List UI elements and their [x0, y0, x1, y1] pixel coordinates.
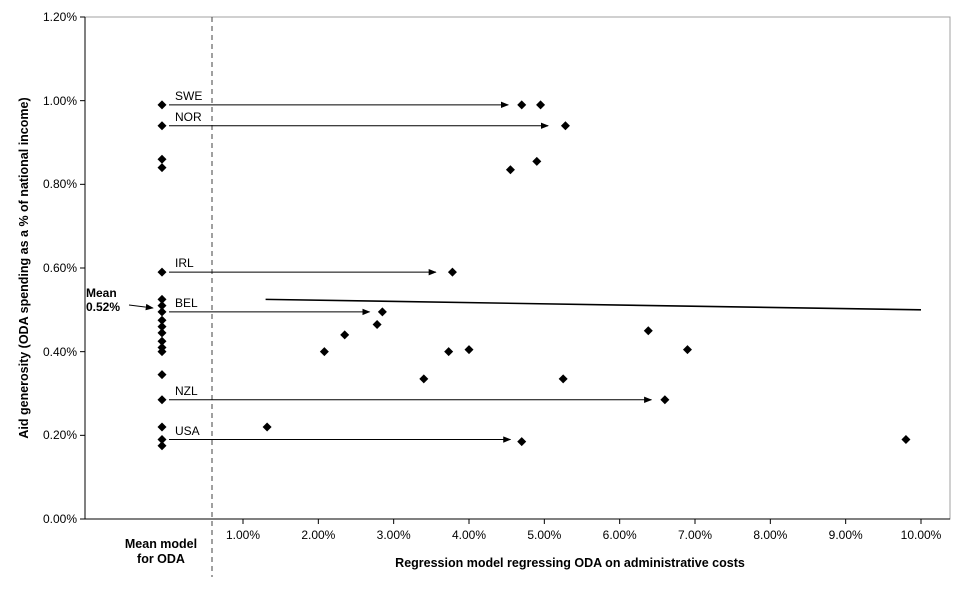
regression-point: [558, 374, 568, 384]
regression-point: [444, 347, 454, 357]
mean-model-point: [157, 435, 167, 445]
regression-point: [377, 307, 387, 317]
mean-annotation-line1: Mean: [86, 286, 117, 300]
regression-point: [464, 345, 474, 355]
regression-point: [319, 347, 329, 357]
mean-model-point: [157, 307, 167, 317]
regression-point: [901, 435, 911, 445]
x-axis-title: Regression model regressing ODA on admin…: [395, 556, 745, 570]
mean-annotation-line2: 0.52%: [86, 300, 121, 314]
regression-point: [419, 374, 429, 384]
plot-area-border: [84, 16, 951, 520]
mean-model-point: [157, 370, 167, 380]
mean-model-point: [157, 322, 167, 332]
mean-pointer-arrow: [128, 303, 154, 311]
mean-model-point: [157, 154, 167, 164]
y-axis-title: Aid generosity (ODA spending as a % of n…: [17, 97, 31, 439]
mean-model-point: [157, 315, 167, 325]
regression-point: [643, 326, 653, 336]
regression-trend-line: [265, 298, 922, 311]
regression-point: [340, 330, 350, 340]
mean-model-category-line1: Mean model: [124, 537, 198, 551]
mean-model-point: [157, 267, 167, 277]
regression-point: [682, 345, 692, 355]
regression-point: [517, 437, 527, 447]
regression-point: [660, 395, 670, 405]
regression-point: [447, 267, 457, 277]
regression-point: [517, 100, 527, 110]
mean-model-point: [157, 395, 167, 405]
mean-model-point: [157, 301, 167, 311]
regression-point: [560, 121, 570, 131]
mean-model-point: [157, 347, 167, 357]
mean-model-category-line2: for ODA: [137, 552, 185, 566]
mean-model-point: [157, 121, 167, 131]
mean-model-point: [157, 100, 167, 110]
mean-model-point: [157, 163, 167, 173]
mean-model-category-label: Mean model for ODA: [100, 537, 222, 567]
mean-annotation: Mean 0.52%: [86, 286, 120, 314]
mean-model-point: [157, 294, 167, 304]
mean-model-point: [157, 336, 167, 346]
regression-point: [532, 156, 542, 166]
regression-point: [372, 319, 382, 329]
mean-model-point: [157, 441, 167, 451]
mean-model-point: [157, 422, 167, 432]
mean-model-point: [157, 328, 167, 338]
regression-point: [505, 165, 515, 175]
regression-point: [536, 100, 546, 110]
regression-point: [262, 422, 272, 432]
